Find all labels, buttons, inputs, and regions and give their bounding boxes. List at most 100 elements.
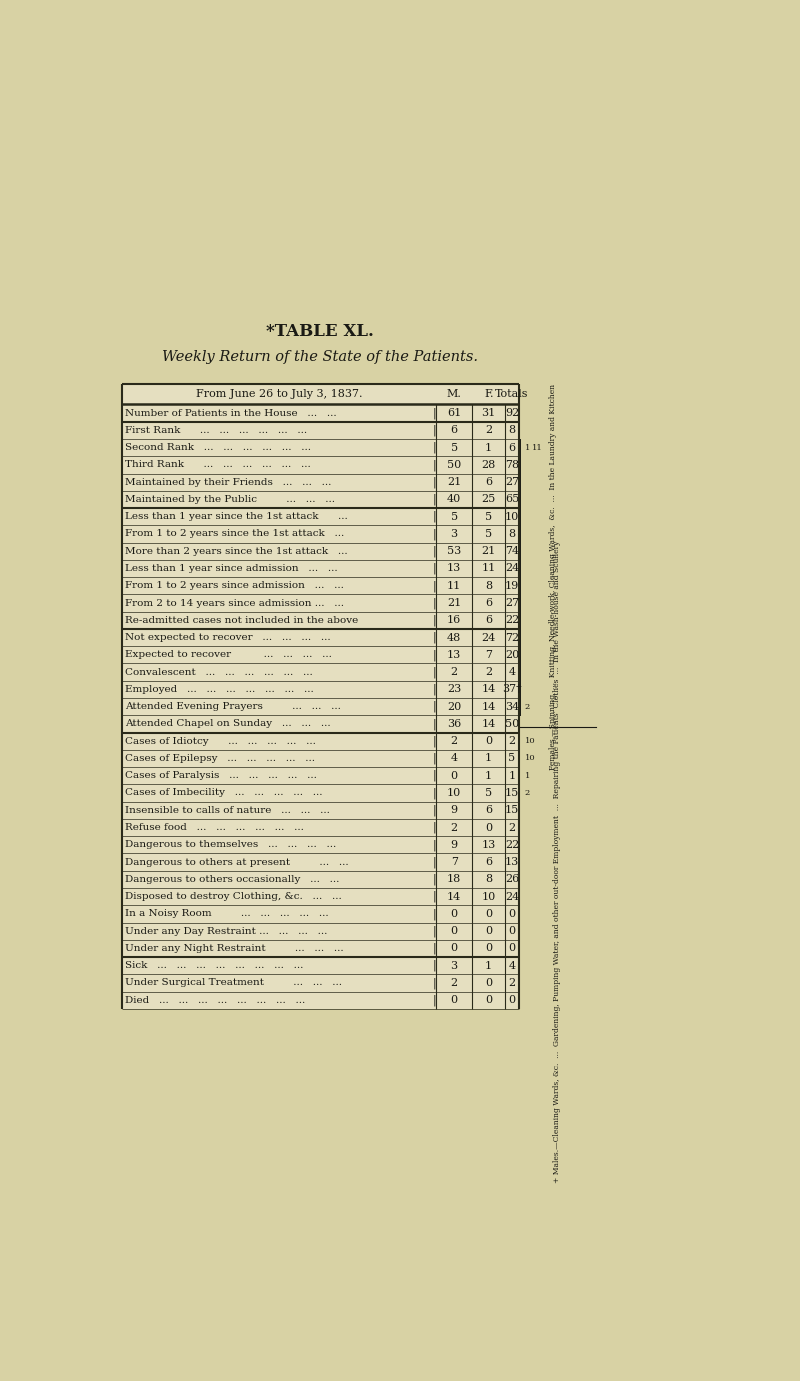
Text: |: | bbox=[433, 632, 436, 644]
Text: 13: 13 bbox=[447, 563, 462, 573]
Text: From 1 to 2 years since admission   ...   ...: From 1 to 2 years since admission ... ..… bbox=[125, 581, 344, 590]
Text: 0: 0 bbox=[485, 978, 492, 987]
Text: |: | bbox=[433, 753, 436, 764]
Text: 1: 1 bbox=[525, 443, 530, 452]
Text: 5: 5 bbox=[450, 442, 458, 453]
Text: 0: 0 bbox=[450, 943, 458, 953]
Text: F.: F. bbox=[484, 389, 494, 399]
Text: 8: 8 bbox=[508, 425, 515, 435]
Text: |: | bbox=[433, 493, 436, 505]
Text: 13: 13 bbox=[447, 650, 462, 660]
Text: Cases of Idiotcy      ...   ...   ...   ...   ...: Cases of Idiotcy ... ... ... ... ... bbox=[125, 736, 316, 746]
Text: 3: 3 bbox=[450, 529, 458, 539]
Text: Females.—Spinning  ...  Knitting, Needle-work, Cleaning Wards,  &c.  ...  In the: Females.—Spinning ... Knitting, Needle-w… bbox=[550, 384, 558, 771]
Text: 6: 6 bbox=[485, 476, 492, 487]
Text: 0: 0 bbox=[450, 909, 458, 918]
Text: 11: 11 bbox=[447, 581, 462, 591]
Text: From 1 to 2 years since the 1st attack   ...: From 1 to 2 years since the 1st attack .… bbox=[125, 529, 344, 539]
Text: Dangerous to others at present         ...   ...: Dangerous to others at present ... ... bbox=[125, 858, 349, 866]
Text: 16: 16 bbox=[447, 616, 462, 626]
Text: 74: 74 bbox=[505, 547, 519, 557]
Text: More than 2 years since the 1st attack   ...: More than 2 years since the 1st attack .… bbox=[125, 547, 347, 555]
Text: 0: 0 bbox=[485, 736, 492, 746]
Text: 8: 8 bbox=[485, 874, 492, 884]
Text: 22: 22 bbox=[505, 616, 519, 626]
Text: Less than 1 year since admission   ...   ...: Less than 1 year since admission ... ... bbox=[125, 563, 338, 573]
Text: 2: 2 bbox=[450, 823, 458, 833]
Text: |: | bbox=[433, 407, 436, 418]
Text: 24: 24 bbox=[505, 563, 519, 573]
Text: |: | bbox=[433, 909, 436, 920]
Text: 1: 1 bbox=[508, 771, 515, 780]
Text: 78: 78 bbox=[505, 460, 519, 470]
Text: Less than 1 year since the 1st attack      ...: Less than 1 year since the 1st attack ..… bbox=[125, 512, 347, 521]
Text: 34: 34 bbox=[505, 702, 519, 711]
Text: Cases of Epilepsy   ...   ...   ...   ...   ...: Cases of Epilepsy ... ... ... ... ... bbox=[125, 754, 315, 762]
Text: |: | bbox=[433, 960, 436, 971]
Text: |: | bbox=[433, 805, 436, 816]
Text: 20: 20 bbox=[505, 650, 519, 660]
Text: In a Noisy Room         ...   ...   ...   ...   ...: In a Noisy Room ... ... ... ... ... bbox=[125, 909, 329, 918]
Text: |: | bbox=[433, 458, 436, 471]
Text: 36: 36 bbox=[447, 720, 462, 729]
Text: 11: 11 bbox=[482, 563, 496, 573]
Text: M.: M. bbox=[446, 389, 462, 399]
Text: 5: 5 bbox=[508, 754, 515, 764]
Text: 6: 6 bbox=[485, 616, 492, 626]
Text: 5: 5 bbox=[485, 789, 492, 798]
Text: Second Rank   ...   ...   ...   ...   ...   ...: Second Rank ... ... ... ... ... ... bbox=[125, 443, 310, 452]
Text: |: | bbox=[433, 702, 436, 713]
Text: |: | bbox=[433, 840, 436, 851]
Text: 9: 9 bbox=[450, 840, 458, 849]
Text: |: | bbox=[433, 874, 436, 885]
Text: Disposed to destroy Clothing, &c.   ...   ...: Disposed to destroy Clothing, &c. ... ..… bbox=[125, 892, 342, 902]
Text: |: | bbox=[433, 562, 436, 574]
Text: 2: 2 bbox=[525, 703, 530, 711]
Text: 1: 1 bbox=[485, 754, 492, 764]
Text: 27: 27 bbox=[505, 598, 519, 608]
Text: 24: 24 bbox=[505, 892, 519, 902]
Text: 4: 4 bbox=[508, 961, 515, 971]
Text: 14: 14 bbox=[447, 892, 462, 902]
Text: 24: 24 bbox=[482, 632, 496, 642]
Text: From June 26 to July 3, 1837.: From June 26 to July 3, 1837. bbox=[196, 389, 362, 399]
Text: 15: 15 bbox=[505, 805, 519, 815]
Text: 0: 0 bbox=[450, 996, 458, 1005]
Text: 0: 0 bbox=[450, 927, 458, 936]
Text: |: | bbox=[433, 822, 436, 833]
Text: 2: 2 bbox=[508, 823, 515, 833]
Text: 10: 10 bbox=[482, 892, 496, 902]
Text: 26: 26 bbox=[505, 874, 519, 884]
Text: Refuse food   ...   ...   ...   ...   ...   ...: Refuse food ... ... ... ... ... ... bbox=[125, 823, 304, 831]
Text: First Rank      ...   ...   ...   ...   ...   ...: First Rank ... ... ... ... ... ... bbox=[125, 425, 307, 435]
Text: |: | bbox=[433, 978, 436, 989]
Text: 6: 6 bbox=[485, 598, 492, 608]
Text: Weekly Return of the State of the Patients.: Weekly Return of the State of the Patien… bbox=[162, 349, 478, 363]
Text: Number of Patients in the House   ...   ...: Number of Patients in the House ... ... bbox=[125, 409, 337, 417]
Text: 0: 0 bbox=[485, 927, 492, 936]
Text: Under Surgical Treatment         ...   ...   ...: Under Surgical Treatment ... ... ... bbox=[125, 979, 342, 987]
Text: |: | bbox=[433, 424, 436, 436]
Text: |: | bbox=[433, 528, 436, 540]
Text: 0: 0 bbox=[508, 927, 515, 936]
Text: 72: 72 bbox=[505, 632, 519, 642]
Text: 23: 23 bbox=[447, 685, 462, 695]
Text: 28: 28 bbox=[482, 460, 496, 470]
Text: |: | bbox=[433, 667, 436, 678]
Text: 1: 1 bbox=[485, 961, 492, 971]
Text: Expected to recover          ...   ...   ...   ...: Expected to recover ... ... ... ... bbox=[125, 650, 332, 659]
Text: 14: 14 bbox=[482, 702, 496, 711]
Text: 6: 6 bbox=[485, 858, 492, 867]
Text: Cases of Imbecility   ...   ...   ...   ...   ...: Cases of Imbecility ... ... ... ... ... bbox=[125, 789, 322, 797]
Text: 10: 10 bbox=[447, 789, 462, 798]
Text: |: | bbox=[433, 615, 436, 626]
Text: 13: 13 bbox=[505, 858, 519, 867]
Text: Third Rank      ...   ...   ...   ...   ...   ...: Third Rank ... ... ... ... ... ... bbox=[125, 460, 310, 470]
Text: Insensible to calls of nature   ...   ...   ...: Insensible to calls of nature ... ... ..… bbox=[125, 805, 330, 815]
Text: 6: 6 bbox=[485, 805, 492, 815]
Text: |: | bbox=[433, 718, 436, 729]
Text: 48: 48 bbox=[447, 632, 462, 642]
Text: 2: 2 bbox=[485, 667, 492, 677]
Text: 1: 1 bbox=[485, 771, 492, 780]
Text: + Males.—Cleaning Wards, &c.  ...  Gardening, Pumping Water, and other out-door : + Males.—Cleaning Wards, &c. ... Gardeni… bbox=[554, 541, 562, 1184]
